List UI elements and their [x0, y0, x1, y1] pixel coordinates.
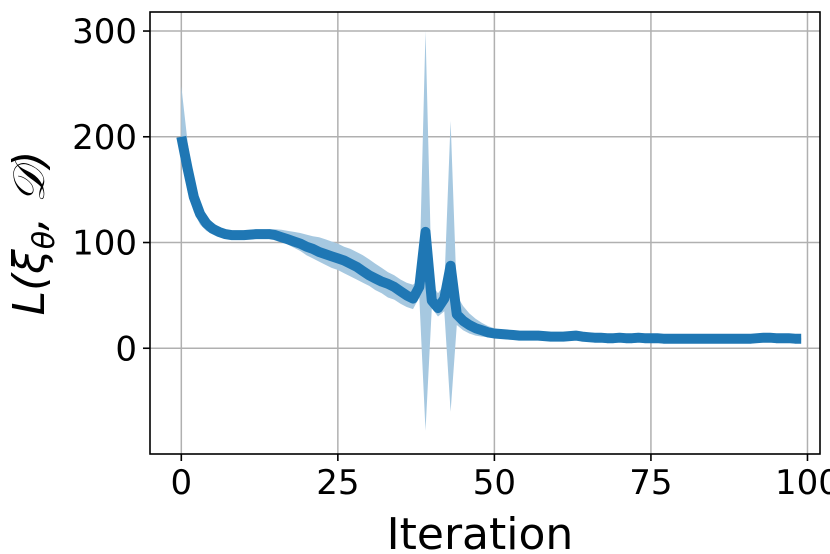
y-axis-label-main: L(ξ: [4, 249, 55, 316]
x-tick-label: 50: [473, 463, 516, 503]
plot-frame: [149, 11, 821, 455]
mean-loss-line: [176, 135, 802, 344]
x-tick-label: 25: [316, 463, 359, 503]
y-tick-label: 200: [72, 118, 137, 158]
y-tick-label: 100: [72, 224, 137, 264]
x-tick-label: 100: [775, 463, 830, 503]
axis-ticks: 0 25 50 75 100 0 100 200 300: [72, 12, 830, 503]
x-axis-label: Iteration: [387, 509, 574, 554]
y-axis-label-sub: θ: [27, 231, 62, 249]
grid: [150, 12, 820, 454]
y-tick-label: 0: [115, 329, 137, 369]
x-tick-label: 0: [170, 463, 192, 503]
y-tick-label: 300: [72, 12, 137, 52]
x-tick-label: 75: [629, 463, 672, 503]
y-axis-label-rest: , 𝒟): [4, 151, 55, 231]
y-axis-label: L(ξθ, 𝒟): [4, 151, 62, 316]
